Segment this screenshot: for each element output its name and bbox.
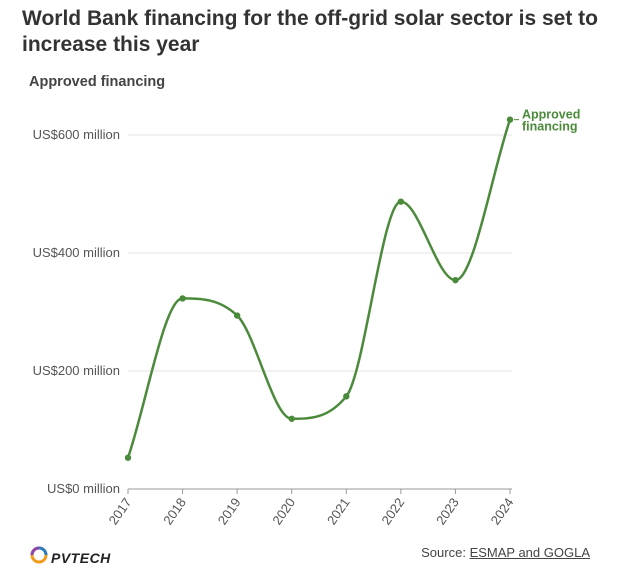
y-tick-label: US$200 million [33, 363, 120, 378]
x-tick-label: 2017 [106, 495, 135, 527]
y-tick-label: US$400 million [33, 245, 120, 260]
x-tick-label: 2020 [269, 495, 298, 527]
pvtech-logo-icon [30, 546, 48, 569]
data-point [124, 454, 132, 461]
data-point [397, 198, 405, 205]
pvtech-logo-text: PVTECH [51, 549, 111, 566]
x-tick-label: 2022 [378, 495, 407, 527]
data-point [233, 312, 241, 319]
series-line [126, 119, 512, 459]
y-tick-label: US$0 million [47, 481, 120, 496]
data-point [452, 276, 459, 284]
pvtech-logo[interactable]: PVTECH [30, 546, 111, 569]
chart-subtitle: Approved financing [29, 74, 166, 90]
x-tick-label: 2021 [324, 495, 353, 527]
data-point [288, 415, 295, 422]
data-point [179, 295, 186, 302]
y-tick-label: US$600 million [33, 127, 120, 142]
y-axis-ticks: US$0 million US$200 million US$400 million… [33, 127, 120, 496]
x-tick-label: 2018 [160, 495, 189, 527]
x-tick-label: 2024 [488, 495, 517, 527]
data-point [506, 116, 514, 123]
x-axis: 2017 2018 2019 2020 2021 2022 2023 2024 [106, 489, 517, 527]
gridlines [128, 134, 512, 490]
data-point [343, 393, 350, 400]
source-prefix: Source: [421, 545, 470, 560]
series: Approved financing [124, 108, 580, 461]
source-link[interactable]: ESMAP and GOGLA [469, 545, 590, 560]
line-chart: US$0 million US$200 million US$400 million… [33, 108, 581, 528]
x-tick-label: 2019 [215, 495, 244, 527]
series-label-line: financing [522, 120, 578, 134]
source-note: Source: ESMAP and GOGLA [421, 545, 590, 560]
chart-title: World Bank financing for the off-grid so… [22, 7, 599, 56]
series-label: Approved financing [522, 108, 580, 134]
series-label-line: Approved [522, 108, 580, 122]
x-tick-label: 2023 [433, 495, 462, 527]
